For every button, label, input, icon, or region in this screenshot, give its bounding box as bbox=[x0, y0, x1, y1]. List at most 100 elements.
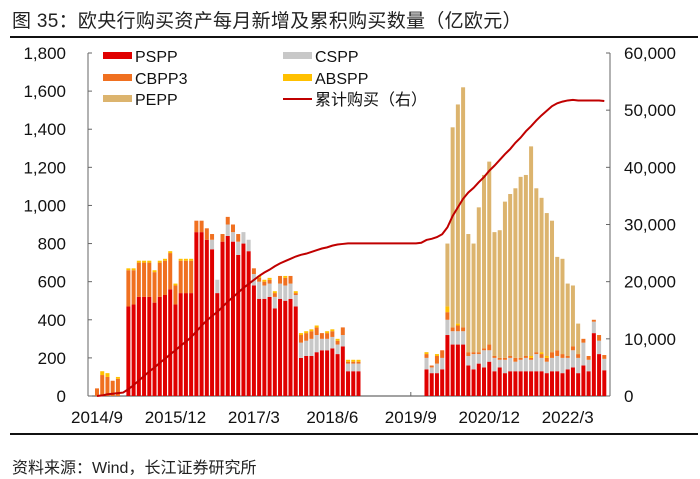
y2-tick-label: 20,000 bbox=[624, 273, 676, 292]
bar-pspp bbox=[455, 344, 460, 396]
y2-tick-label: 30,000 bbox=[624, 216, 676, 235]
bar-pspp bbox=[142, 296, 147, 396]
bar-pspp bbox=[314, 352, 319, 396]
bar-cbpp3 bbox=[220, 234, 225, 242]
bar-pspp bbox=[597, 354, 602, 396]
bar-pepp bbox=[466, 234, 471, 353]
bar-pepp bbox=[487, 161, 492, 345]
bar-cbpp3 bbox=[319, 333, 324, 339]
bar-abspp bbox=[529, 355, 534, 358]
bar-pspp bbox=[482, 367, 487, 396]
top-rule bbox=[10, 36, 698, 38]
bar-pspp bbox=[581, 365, 586, 396]
bar-cspp bbox=[445, 319, 450, 336]
y-tick-label: 600 bbox=[38, 273, 66, 292]
bar-pspp bbox=[309, 355, 314, 396]
bar-abspp bbox=[434, 354, 439, 356]
bar-pspp bbox=[267, 296, 272, 396]
bar-cbpp3 bbox=[497, 357, 502, 360]
bar-cbpp3 bbox=[157, 262, 162, 297]
bar-pspp bbox=[523, 371, 528, 396]
bar-cbpp3 bbox=[502, 357, 507, 360]
bar-cspp bbox=[267, 283, 272, 297]
bar-pspp bbox=[126, 306, 131, 396]
bar-abspp bbox=[351, 359, 356, 362]
bar-abspp bbox=[455, 323, 460, 326]
bar-cspp bbox=[429, 367, 434, 374]
bar-pepp bbox=[529, 146, 534, 356]
bar-cspp bbox=[518, 359, 523, 372]
bar-pspp bbox=[346, 371, 351, 396]
bar-cbpp3 bbox=[356, 361, 361, 364]
bar-cbpp3 bbox=[314, 327, 319, 336]
bar-pepp bbox=[555, 256, 560, 351]
bar-abspp bbox=[445, 306, 450, 313]
bar-cbpp3 bbox=[576, 354, 581, 358]
bar-cspp bbox=[298, 342, 303, 358]
bar-cbpp3 bbox=[351, 361, 356, 364]
bar-cbpp3 bbox=[115, 378, 120, 396]
bar-cspp bbox=[283, 285, 288, 301]
bar-cbpp3 bbox=[251, 268, 256, 275]
bar-pspp bbox=[461, 344, 466, 396]
bar-pspp bbox=[424, 369, 429, 396]
bar-abspp bbox=[131, 268, 136, 271]
bar-cbpp3 bbox=[330, 331, 335, 337]
bar-pepp bbox=[482, 174, 487, 349]
bar-pspp bbox=[351, 371, 356, 396]
bar-cbpp3 bbox=[476, 352, 481, 355]
bar-cbpp3 bbox=[147, 262, 152, 297]
bar-cspp bbox=[262, 285, 267, 299]
bar-cspp bbox=[570, 350, 575, 368]
bar-abspp bbox=[544, 355, 549, 358]
bar-pepp bbox=[560, 258, 565, 355]
bar-cbpp3 bbox=[262, 281, 267, 286]
bar-pepp bbox=[523, 174, 528, 356]
bar-pspp bbox=[257, 298, 262, 396]
bar-pepp bbox=[450, 127, 455, 328]
y2-tick-label: 50,000 bbox=[624, 101, 676, 120]
bar-pspp bbox=[325, 350, 330, 396]
bar-pspp bbox=[502, 373, 507, 396]
bar-pspp bbox=[189, 293, 194, 396]
bar-pspp bbox=[513, 371, 518, 396]
bar-pspp bbox=[434, 373, 439, 396]
bar-pepp bbox=[518, 176, 523, 358]
bar-cbpp3 bbox=[152, 272, 157, 303]
bar-cspp bbox=[539, 357, 544, 372]
bar-pspp bbox=[183, 293, 188, 396]
bar-cbpp3 bbox=[105, 376, 110, 396]
bar-pspp bbox=[304, 355, 309, 396]
bar-cspp bbox=[335, 344, 340, 355]
bar-cspp bbox=[288, 283, 293, 299]
bar-cspp bbox=[225, 224, 230, 236]
bar-pspp bbox=[576, 373, 581, 396]
bar-cspp bbox=[304, 340, 309, 356]
bar-abspp bbox=[298, 333, 303, 336]
bar-cbpp3 bbox=[236, 234, 241, 242]
bar-cspp bbox=[476, 354, 481, 364]
bar-pspp bbox=[288, 298, 293, 396]
bar-cspp bbox=[230, 232, 235, 242]
bar-pspp bbox=[529, 371, 534, 396]
bars bbox=[95, 87, 607, 396]
bar-pspp bbox=[544, 373, 549, 396]
x-tick-label: 2014/9 bbox=[71, 408, 123, 427]
bar-cspp bbox=[461, 331, 466, 345]
legend-item-pspp: PSPP bbox=[103, 49, 178, 66]
bar-pspp bbox=[246, 251, 251, 396]
bar-pspp bbox=[152, 302, 157, 396]
bar-pspp bbox=[492, 371, 497, 396]
bar-pspp bbox=[330, 348, 335, 396]
bar-cbpp3 bbox=[445, 312, 450, 320]
bar-pspp bbox=[565, 369, 570, 396]
bar-cbpp3 bbox=[257, 277, 262, 282]
bar-pepp bbox=[508, 194, 513, 356]
y2-tick-label: 0 bbox=[624, 387, 633, 406]
bar-abspp bbox=[293, 291, 298, 294]
bottom-rule bbox=[10, 433, 698, 435]
bar-cspp bbox=[346, 363, 351, 372]
bar-cbpp3 bbox=[283, 277, 288, 286]
bar-cspp bbox=[450, 331, 455, 345]
bar-cspp bbox=[236, 241, 241, 255]
